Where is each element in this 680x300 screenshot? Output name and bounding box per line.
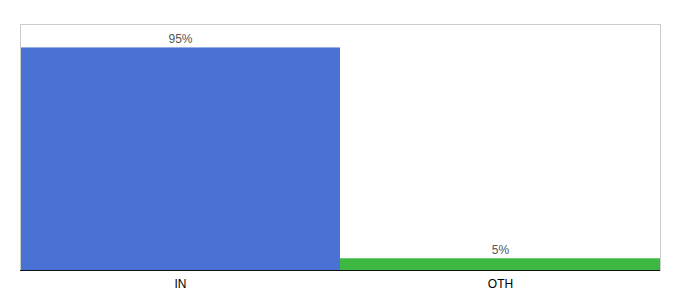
svg-text:IN: IN — [175, 277, 187, 291]
svg-text:OTH: OTH — [488, 277, 513, 291]
svg-text:95%: 95% — [168, 32, 192, 46]
svg-text:5%: 5% — [492, 243, 510, 257]
